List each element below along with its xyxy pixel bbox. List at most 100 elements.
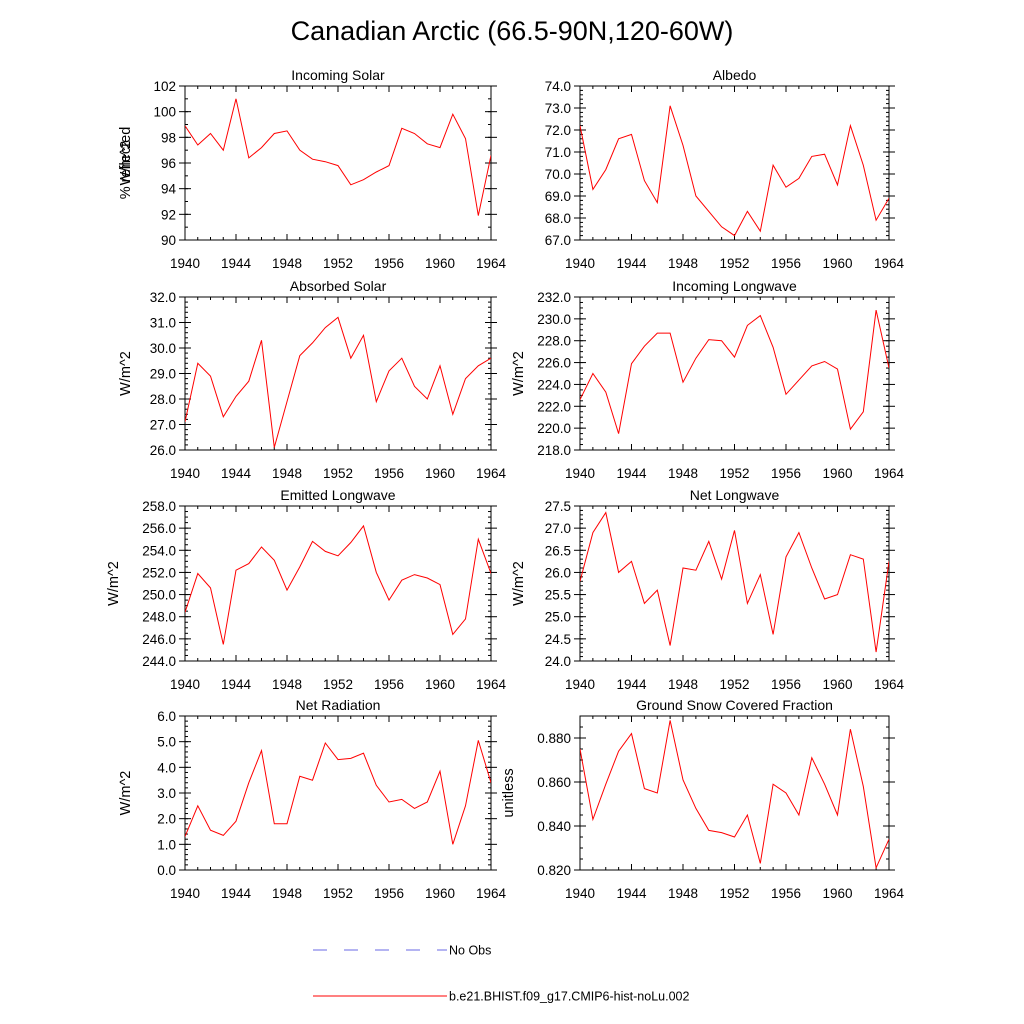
y-tick-label: 27.5 — [545, 499, 571, 514]
panel-ground-snow-covered-fraction: Ground Snow Covered Fraction unitless 1940… — [501, 697, 905, 901]
x-tick-label: 1956 — [771, 466, 801, 481]
y-tick-label: 70.0 — [545, 167, 571, 182]
x-tick-label: 1948 — [272, 886, 302, 901]
plot-frame — [579, 505, 890, 662]
panel-title: Net Longwave — [690, 487, 780, 503]
y-tick-label: 248.0 — [142, 610, 176, 625]
y-tick-label: 1.0 — [157, 837, 176, 852]
x-tick-label: 1944 — [616, 466, 647, 481]
panel-title: Incoming Solar — [291, 67, 385, 83]
x-tick-label: 1952 — [719, 256, 749, 271]
series-line — [580, 720, 889, 870]
x-tick-label: 1952 — [719, 466, 749, 481]
y-tick-label: 30.0 — [150, 341, 176, 356]
series-line — [185, 316, 491, 448]
y-tick-label: 256.0 — [142, 521, 176, 536]
x-tick-label: 1948 — [668, 466, 698, 481]
y-tick-label: 252.0 — [142, 565, 176, 580]
y-tick-label: 2.0 — [157, 812, 176, 827]
x-tick-label: 1960 — [822, 886, 852, 901]
y-tick-label: 90 — [161, 233, 176, 248]
y-tick-label: 0.860 — [537, 775, 571, 790]
y-tick-label: 28.0 — [150, 392, 176, 407]
x-tick-label: 1948 — [668, 886, 698, 901]
plot-frame — [184, 296, 492, 451]
x-tick-label: 1944 — [616, 886, 647, 901]
x-tick-label: 1960 — [822, 677, 852, 692]
y-tick-label: 254.0 — [142, 543, 176, 558]
y-tick-label: 0.840 — [537, 819, 571, 834]
y-axis-label: W/m^2 — [106, 561, 122, 606]
x-tick-label: 1952 — [719, 886, 749, 901]
x-tick-label: 1952 — [323, 886, 353, 901]
x-tick-label: 1948 — [272, 677, 302, 692]
panel-title: Net Radiation — [296, 697, 381, 713]
y-axis-label: unitless — [501, 768, 517, 817]
x-tick-label: 1952 — [719, 677, 749, 692]
panel-incoming-longwave: Incoming Longwave W/m^2 1940 1944 1948 1952 19… — [511, 278, 905, 481]
y-tick-label: 244.0 — [142, 654, 176, 669]
y-tick-label: 230.0 — [537, 312, 571, 327]
x-tick-label: 1964 — [874, 677, 905, 692]
x-tick-label: 1960 — [425, 466, 455, 481]
x-tick-label: 1956 — [374, 466, 404, 481]
y-tick-label: 92 — [161, 207, 176, 222]
x-tick-label: 1948 — [668, 256, 698, 271]
x-tick-label: 1964 — [874, 466, 905, 481]
y-axis-label: % reflected — [118, 127, 134, 200]
y-tick-label: 224.0 — [537, 377, 571, 392]
x-tick-label: 1948 — [272, 466, 302, 481]
x-tick-label: 1964 — [476, 466, 507, 481]
x-tick-label: 1956 — [374, 256, 404, 271]
y-tick-label: 220.0 — [537, 421, 571, 436]
y-tick-label: 0.880 — [537, 731, 571, 746]
x-tick-label: 1948 — [272, 256, 302, 271]
x-tick-label: 1944 — [221, 677, 252, 692]
legend: No Obs b.e21.BHIST.f09_g17.CMIP6-hist-no… — [313, 944, 689, 1004]
y-tick-label: 98 — [161, 130, 176, 145]
legend-model-label: b.e21.BHIST.f09_g17.CMIP6-hist-noLu.002 — [449, 990, 689, 1004]
x-tick-label: 1940 — [565, 256, 595, 271]
y-tick-label: 0.820 — [537, 863, 571, 878]
panel-net-longwave: Net Longwave W/m^2 1940 1944 1948 1952 1956 196… — [511, 487, 905, 692]
x-tick-label: 1956 — [771, 256, 801, 271]
y-tick-label: 226.0 — [537, 356, 571, 371]
x-tick-label: 1940 — [565, 466, 595, 481]
series-line — [580, 105, 889, 237]
y-tick-label: 32.0 — [150, 290, 176, 305]
x-tick-label: 1944 — [221, 886, 252, 901]
x-tick-label: 1940 — [170, 466, 200, 481]
x-tick-label: 1952 — [323, 466, 353, 481]
y-tick-label: 258.0 — [142, 499, 176, 514]
x-tick-label: 1964 — [874, 886, 905, 901]
x-tick-label: 1960 — [425, 886, 455, 901]
x-tick-label: 1964 — [476, 886, 507, 901]
panel-title: Ground Snow Covered Fraction — [636, 697, 833, 713]
x-tick-label: 1944 — [221, 466, 252, 481]
x-tick-label: 1964 — [874, 256, 905, 271]
y-tick-label: 67.0 — [545, 233, 571, 248]
y-tick-label: 102 — [153, 79, 176, 94]
x-tick-label: 1940 — [565, 886, 595, 901]
x-tick-label: 1944 — [616, 677, 647, 692]
panel-net-radiation: Net Radiation W/m^2 1940 1944 1948 1952 1956 19… — [118, 697, 507, 901]
panel-emitted-longwave: Emitted Longwave W/m^2 1940 1944 1948 1952 195… — [106, 487, 507, 692]
y-tick-label: 25.5 — [545, 588, 571, 603]
series-line — [580, 511, 889, 653]
y-tick-label: 228.0 — [537, 334, 571, 349]
y-tick-label: 24.0 — [545, 654, 571, 669]
x-tick-label: 1964 — [476, 677, 507, 692]
plot-frame — [579, 296, 890, 451]
y-tick-label: 100 — [153, 105, 176, 120]
x-tick-label: 1956 — [374, 677, 404, 692]
x-tick-label: 1952 — [323, 256, 353, 271]
y-axis-label: W/m^2 — [118, 771, 134, 816]
x-tick-label: 1948 — [668, 677, 698, 692]
x-tick-label: 1960 — [822, 256, 852, 271]
x-tick-label: 1960 — [425, 256, 455, 271]
y-tick-label: 27.0 — [150, 418, 176, 433]
y-tick-label: 94 — [161, 182, 177, 197]
series-line — [185, 740, 491, 845]
plot-frame — [184, 715, 492, 871]
x-tick-label: 1940 — [170, 677, 200, 692]
